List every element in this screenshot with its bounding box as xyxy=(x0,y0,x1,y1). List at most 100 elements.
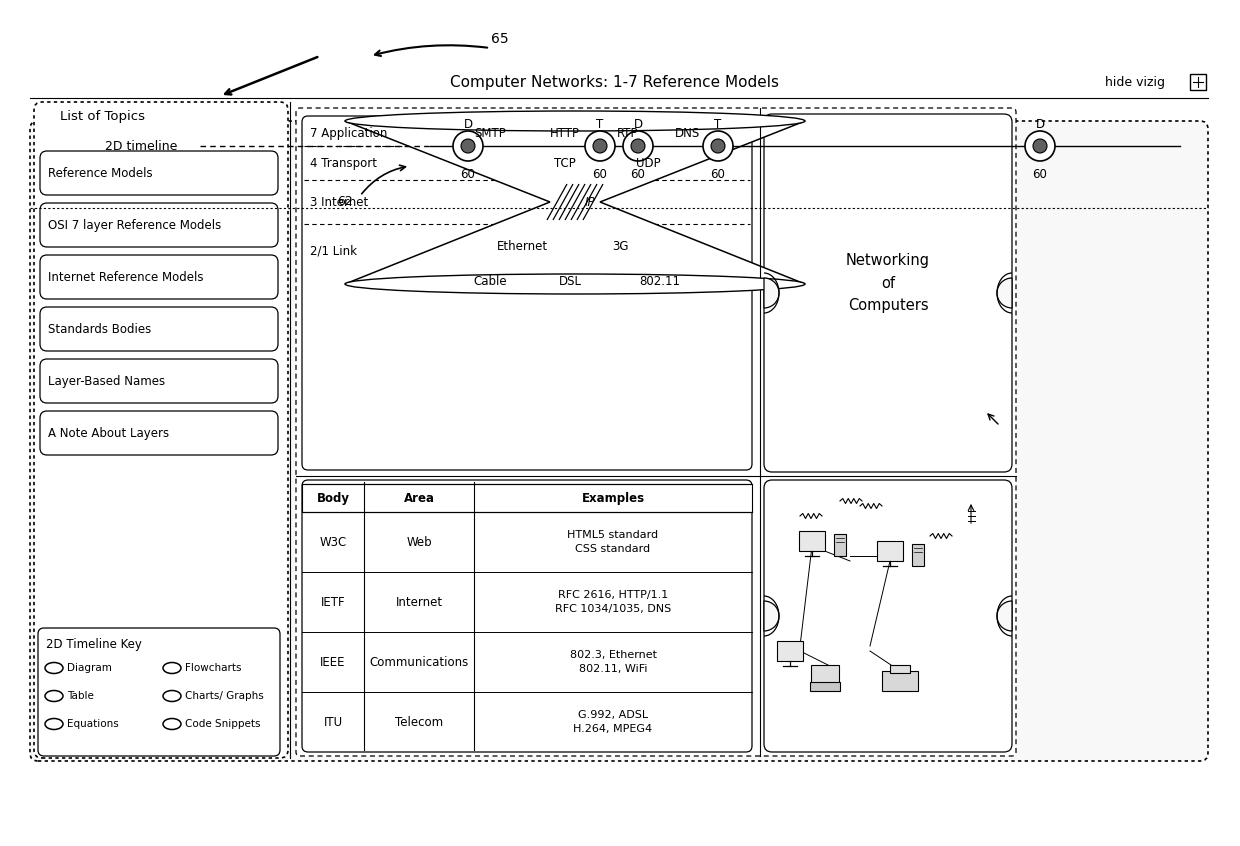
Text: D: D xyxy=(1035,118,1044,130)
Text: Ethernet: Ethernet xyxy=(496,239,548,252)
Text: SMTP: SMTP xyxy=(474,127,506,140)
Text: 2D Timeline Key: 2D Timeline Key xyxy=(46,638,141,651)
Text: OSI 7 layer Reference Models: OSI 7 layer Reference Models xyxy=(48,218,221,232)
Ellipse shape xyxy=(162,662,181,673)
FancyBboxPatch shape xyxy=(40,255,278,299)
Text: Layer-Based Names: Layer-Based Names xyxy=(48,375,165,387)
Text: IP: IP xyxy=(585,195,595,208)
FancyBboxPatch shape xyxy=(764,480,1012,752)
Text: Web: Web xyxy=(407,536,432,548)
Circle shape xyxy=(711,139,725,153)
FancyBboxPatch shape xyxy=(40,411,278,455)
Text: Internet Reference Models: Internet Reference Models xyxy=(48,271,203,283)
Text: 60: 60 xyxy=(593,168,608,180)
Text: 62: 62 xyxy=(337,195,353,207)
Bar xyxy=(799,531,825,551)
Text: Charts/ Graphs: Charts/ Graphs xyxy=(185,691,264,701)
Text: W3C: W3C xyxy=(320,536,347,548)
Wedge shape xyxy=(997,601,1012,631)
Text: Examples: Examples xyxy=(582,492,645,504)
Text: Body: Body xyxy=(316,492,350,504)
Ellipse shape xyxy=(45,690,63,701)
Bar xyxy=(777,641,804,661)
Text: Area: Area xyxy=(403,492,434,504)
Text: G.992, ADSL
H.264, MPEG4: G.992, ADSL H.264, MPEG4 xyxy=(573,711,652,733)
Text: A Note About Layers: A Note About Layers xyxy=(48,426,169,440)
Bar xyxy=(890,665,910,673)
Text: Equations: Equations xyxy=(67,719,119,729)
Text: UDP: UDP xyxy=(636,157,661,169)
Text: Cable: Cable xyxy=(474,274,507,288)
FancyBboxPatch shape xyxy=(764,114,1012,472)
Bar xyxy=(810,682,839,691)
Circle shape xyxy=(453,131,484,161)
Text: HTML5 standard
CSS standard: HTML5 standard CSS standard xyxy=(568,530,658,553)
Text: Communications: Communications xyxy=(370,656,469,668)
FancyBboxPatch shape xyxy=(33,102,288,758)
Text: Flowcharts: Flowcharts xyxy=(185,663,242,673)
Polygon shape xyxy=(345,121,805,284)
FancyBboxPatch shape xyxy=(40,359,278,403)
Text: T: T xyxy=(714,118,722,130)
Text: D: D xyxy=(464,118,472,130)
Ellipse shape xyxy=(45,718,63,729)
Text: IEEE: IEEE xyxy=(320,656,346,668)
Text: Table: Table xyxy=(67,691,94,701)
Circle shape xyxy=(1033,139,1047,153)
Text: Internet: Internet xyxy=(396,596,443,608)
Bar xyxy=(303,484,751,512)
Text: Telecom: Telecom xyxy=(394,716,443,728)
Text: TCP: TCP xyxy=(554,157,575,169)
Ellipse shape xyxy=(345,274,805,294)
Text: D: D xyxy=(634,118,642,130)
FancyBboxPatch shape xyxy=(30,121,1208,761)
Text: 60: 60 xyxy=(1033,168,1048,180)
Text: hide vizig: hide vizig xyxy=(1105,75,1166,89)
Bar xyxy=(911,544,924,566)
Ellipse shape xyxy=(345,111,805,131)
Circle shape xyxy=(703,131,733,161)
Text: 60: 60 xyxy=(711,168,725,180)
Text: DSL: DSL xyxy=(558,274,582,288)
Text: HTTP: HTTP xyxy=(551,127,580,140)
Text: Reference Models: Reference Models xyxy=(48,167,153,179)
Bar xyxy=(811,665,839,683)
Text: RFC 2616, HTTP/1.1
RFC 1034/1035, DNS: RFC 2616, HTTP/1.1 RFC 1034/1035, DNS xyxy=(554,591,671,613)
Bar xyxy=(1190,74,1207,90)
Text: 7 Application: 7 Application xyxy=(310,127,387,140)
Circle shape xyxy=(461,139,475,153)
FancyBboxPatch shape xyxy=(303,116,751,470)
FancyBboxPatch shape xyxy=(40,203,278,247)
Ellipse shape xyxy=(162,690,181,701)
FancyBboxPatch shape xyxy=(38,628,280,756)
Text: 802.3, Ethernet
802.11, WiFi: 802.3, Ethernet 802.11, WiFi xyxy=(569,651,656,673)
FancyBboxPatch shape xyxy=(40,151,278,195)
Text: Computer Networks: 1-7 Reference Models: Computer Networks: 1-7 Reference Models xyxy=(450,74,780,90)
Text: 2D timeline: 2D timeline xyxy=(105,140,177,152)
FancyBboxPatch shape xyxy=(296,108,1016,756)
Text: Diagram: Diagram xyxy=(67,663,112,673)
Text: 3 Internet: 3 Internet xyxy=(310,195,368,208)
Bar xyxy=(835,534,846,556)
Circle shape xyxy=(622,131,653,161)
Text: 60: 60 xyxy=(460,168,475,180)
Circle shape xyxy=(585,131,615,161)
Text: IETF: IETF xyxy=(321,596,345,608)
Circle shape xyxy=(631,139,645,153)
Circle shape xyxy=(1025,131,1055,161)
Text: Standards Bodies: Standards Bodies xyxy=(48,322,151,336)
Text: Code Snippets: Code Snippets xyxy=(185,719,260,729)
Ellipse shape xyxy=(162,718,181,729)
Text: RTP: RTP xyxy=(618,127,639,140)
Text: ITU: ITU xyxy=(324,716,342,728)
Text: DNS: DNS xyxy=(676,127,701,140)
Text: T: T xyxy=(596,118,604,130)
Text: Networking
of
Computers: Networking of Computers xyxy=(846,253,930,313)
FancyBboxPatch shape xyxy=(303,480,751,752)
Text: 4 Transport: 4 Transport xyxy=(310,157,377,169)
Text: List of Topics: List of Topics xyxy=(60,109,145,123)
Text: 802.11: 802.11 xyxy=(640,274,681,288)
Ellipse shape xyxy=(45,662,63,673)
Text: 60: 60 xyxy=(631,168,646,180)
Text: 2/1 Link: 2/1 Link xyxy=(310,244,357,257)
